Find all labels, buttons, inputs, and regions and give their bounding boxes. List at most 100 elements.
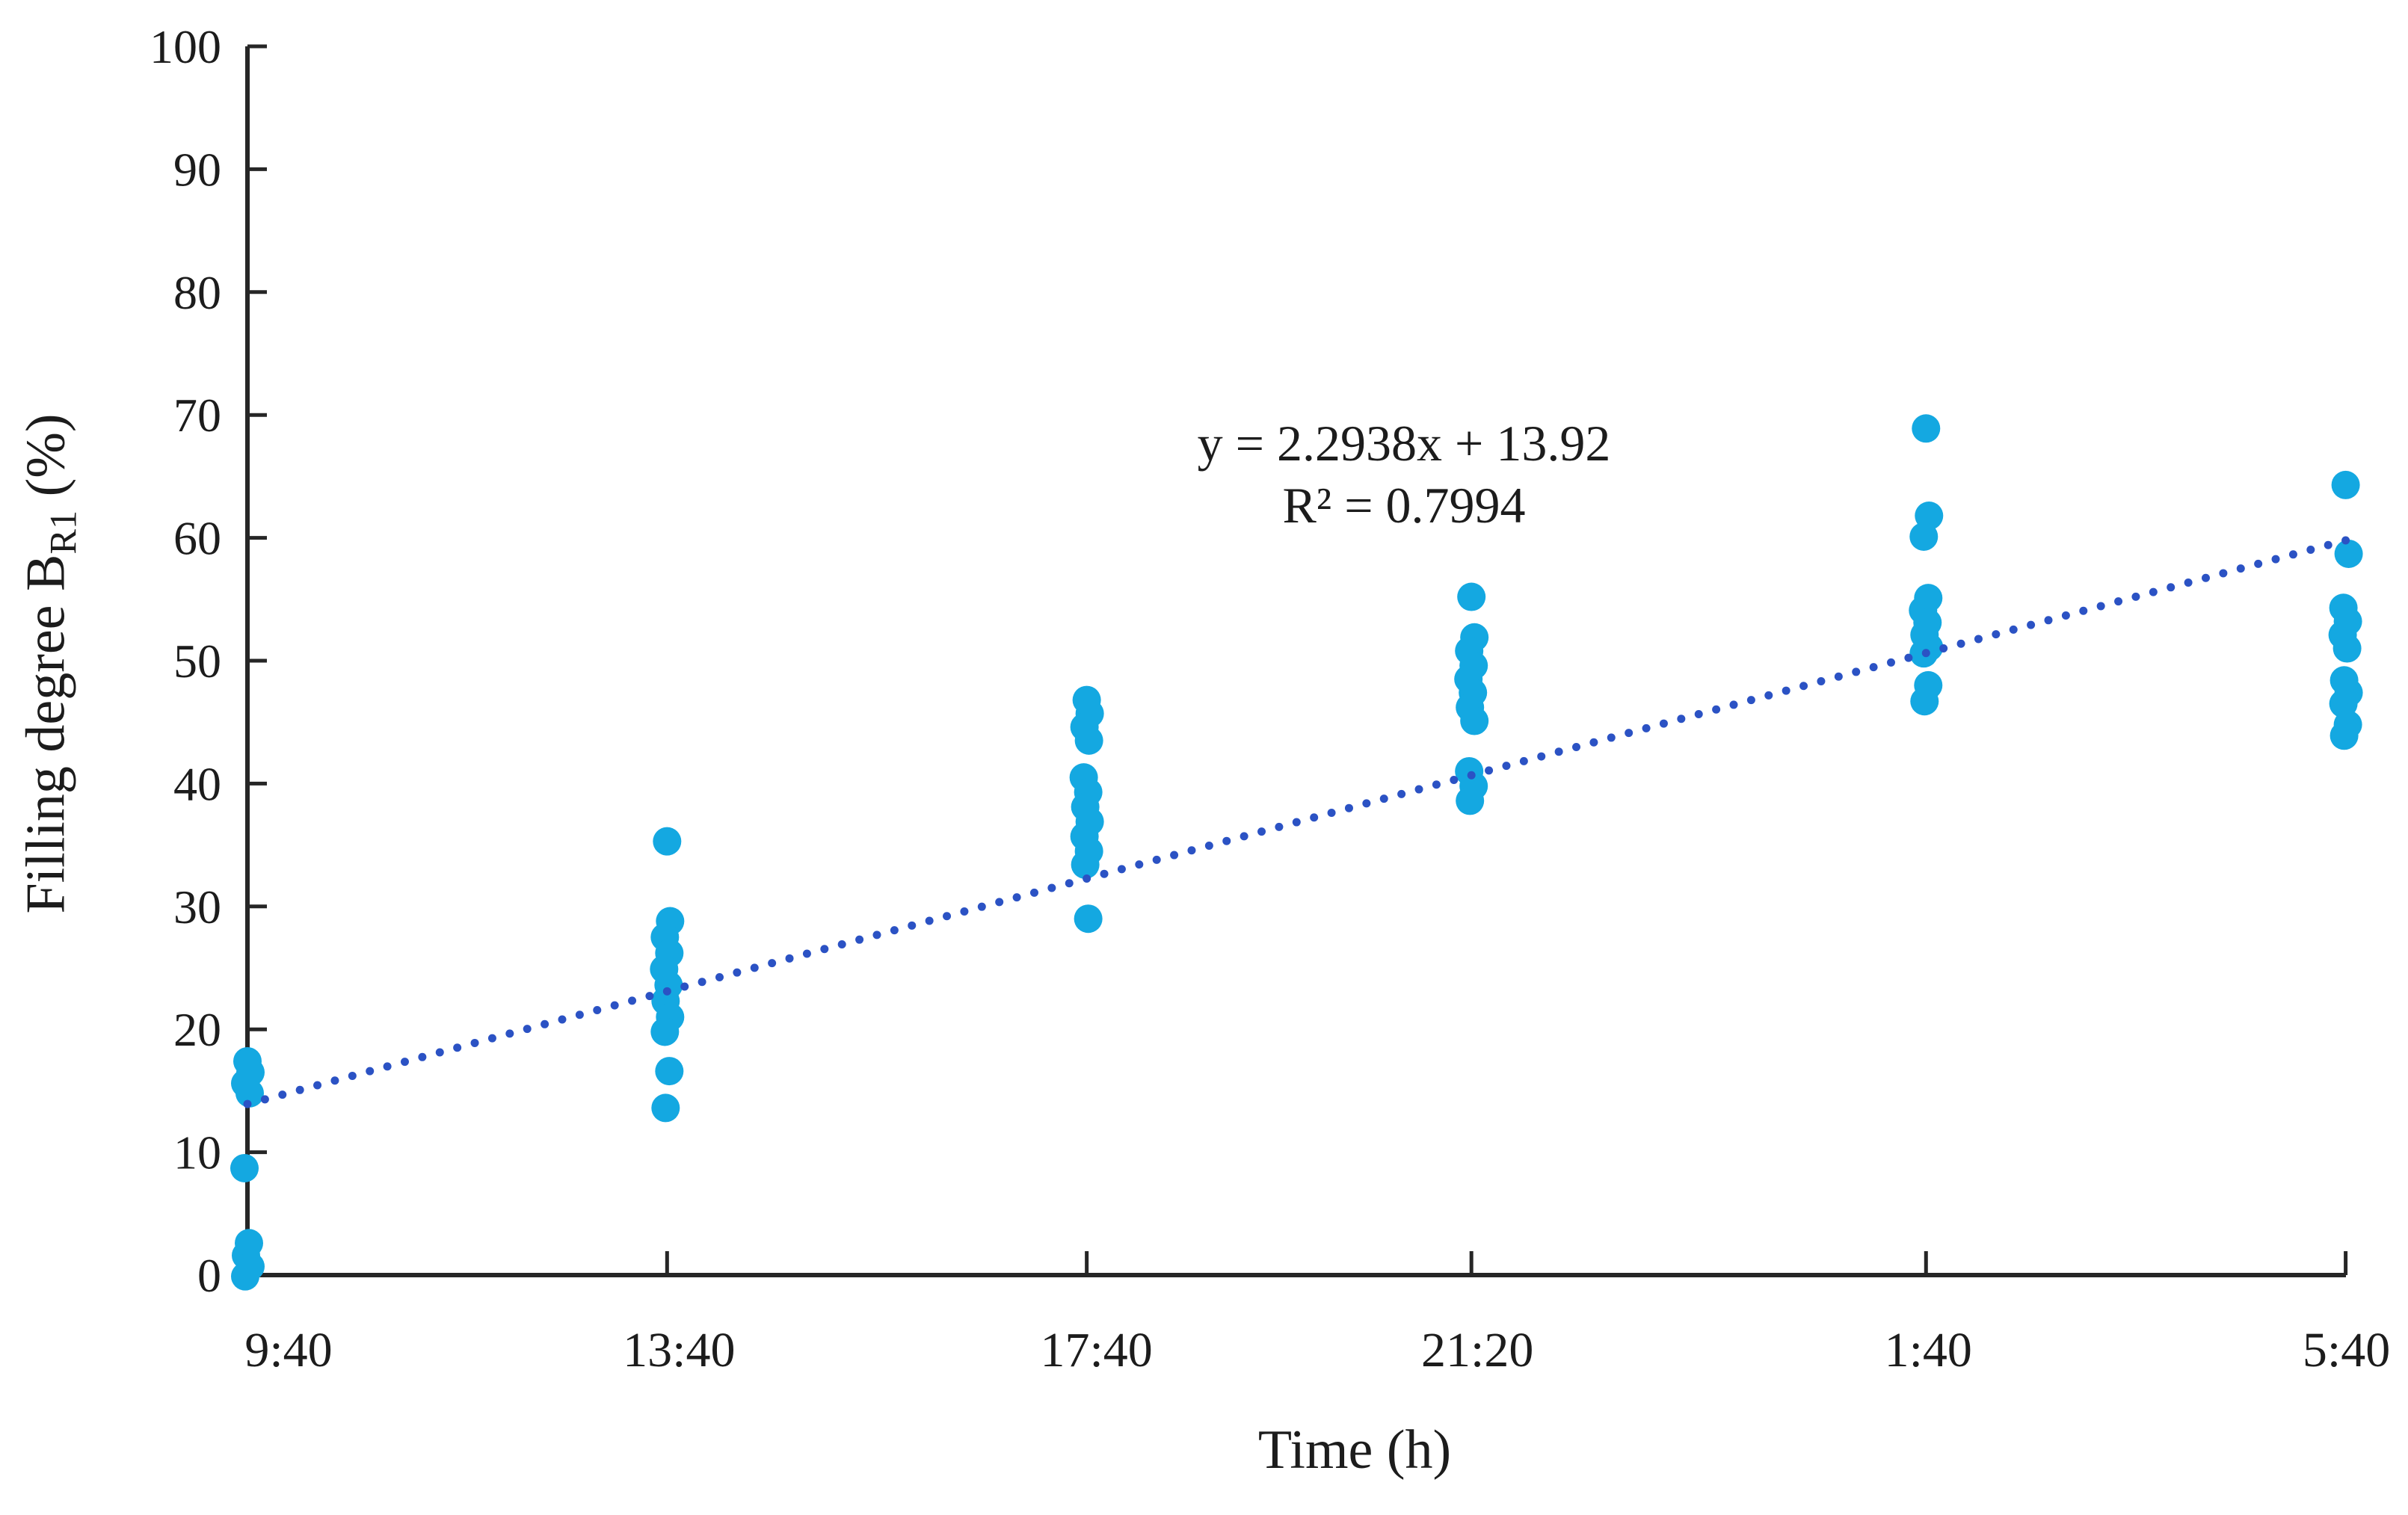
trendline-dot <box>645 992 654 1001</box>
trendline-dot <box>1135 860 1144 869</box>
trendline-dot <box>2254 559 2263 568</box>
trendline-dot <box>453 1043 462 1052</box>
trendline-dot <box>1397 789 1406 798</box>
x-tick-labels: 9:40 13:40 17:40 21:20 1:40 5:40 <box>244 1323 2390 1377</box>
scatter-points <box>230 414 2363 1291</box>
trendline-dot <box>977 902 986 911</box>
trendline-equation-annotation: y = 2.2938x + 13.92 R² = 0.7994 <box>1198 413 1611 537</box>
data-point <box>655 1057 684 1086</box>
trendline-dot <box>1939 644 1948 653</box>
trendline-dot <box>1292 818 1301 827</box>
trendline-dot <box>1921 649 1930 658</box>
data-point <box>651 1093 680 1123</box>
trendline-dot <box>2324 540 2332 549</box>
trendline-dot <box>1589 738 1598 747</box>
trendline-dot <box>2219 569 2228 578</box>
trendline-dot <box>1222 836 1231 845</box>
trendline-dot <box>2201 573 2210 582</box>
trendline-dot <box>400 1058 409 1067</box>
trendline-dot <box>313 1081 322 1090</box>
trendline-dot <box>1729 700 1738 709</box>
x-tick-label: 1:40 <box>1885 1323 1972 1377</box>
trendline-dot <box>418 1052 427 1061</box>
trendline-dot <box>628 996 637 1005</box>
trendline-dot <box>1047 883 1056 892</box>
trendline-dot <box>1625 729 1633 738</box>
y-tick-label: 20 <box>173 1003 221 1056</box>
trendline-dot <box>435 1048 444 1057</box>
trendline-dot <box>1170 851 1179 860</box>
y-tick-label: 40 <box>173 757 221 810</box>
trendline-dot <box>1467 771 1476 780</box>
trendline-dots <box>243 536 2350 1108</box>
trendline-dot <box>470 1038 479 1047</box>
data-point <box>1910 687 1939 716</box>
trendline-dot <box>1083 874 1091 883</box>
trendline-dot <box>1887 658 1896 667</box>
trendline-dot <box>995 898 1004 907</box>
trendline-dot <box>1344 803 1353 812</box>
trendline-dot <box>1275 822 1284 831</box>
trendline-dot <box>908 921 917 930</box>
trendline-dot <box>243 1099 252 1108</box>
trendline-dot <box>2236 564 2245 573</box>
y-tick-label: 90 <box>173 143 221 196</box>
y-axis-title: Filling degree BR1 (%) <box>15 413 84 913</box>
trendline-dot <box>1117 865 1126 874</box>
trendline-dot <box>295 1085 304 1094</box>
trendline-dot <box>505 1029 514 1038</box>
r-squared-line: R² = 0.7994 <box>1282 476 1526 534</box>
trendline-dot <box>1992 630 2001 639</box>
trendline-dot <box>541 1019 549 1028</box>
data-point <box>650 1017 680 1046</box>
trendline-dot <box>1834 672 1843 681</box>
trendline-dot <box>523 1025 532 1034</box>
y-axis-title-unit: (%) <box>15 413 77 510</box>
trendline-dot <box>855 935 864 944</box>
trendline-dot <box>1712 705 1721 714</box>
trendline-dot <box>1572 742 1581 751</box>
trendline-dot <box>1187 846 1196 855</box>
trendline-dot <box>348 1071 357 1080</box>
data-point <box>1460 706 1489 735</box>
trendline-dot <box>1257 827 1266 836</box>
trendline-dot <box>1519 756 1528 765</box>
trendline-dot <box>610 1001 619 1010</box>
data-point <box>1074 904 1103 934</box>
trendline-dot <box>802 949 811 958</box>
trendline-dot <box>2149 587 2158 596</box>
trendline-dot <box>872 931 881 939</box>
data-point <box>1071 850 1100 879</box>
data-point <box>235 1079 264 1108</box>
trendline-dot <box>2271 555 2280 564</box>
trendline-dot <box>1554 747 1563 756</box>
axes <box>245 46 2346 1277</box>
data-point <box>2332 634 2362 663</box>
trendline-dot <box>1677 715 1686 723</box>
trendline-dot <box>1502 762 1511 771</box>
equation-line: y = 2.2938x + 13.92 <box>1197 415 1611 472</box>
trendline-dot <box>925 916 934 925</box>
trendline-dot <box>890 926 899 935</box>
trendline-dot <box>1817 677 1826 686</box>
trendline-dot <box>1869 663 1878 672</box>
trendline-dot <box>593 1005 602 1014</box>
trendline-dot <box>2079 606 2088 615</box>
trendline-dot <box>1956 639 1965 648</box>
trendline-dot <box>2027 620 2036 629</box>
x-tick-label: 5:40 <box>2303 1323 2390 1377</box>
data-point <box>2331 470 2360 499</box>
trendline-dot <box>366 1067 375 1076</box>
trendline-dot <box>1362 799 1371 808</box>
data-point <box>1909 522 1939 551</box>
trendline-dot <box>1852 667 1861 676</box>
y-axis-title-subscript: R1 <box>42 510 84 555</box>
y-tick-label: 30 <box>173 880 221 934</box>
trendline-dot <box>330 1076 339 1085</box>
x-tick-label: 17:40 <box>1040 1323 1152 1377</box>
trendline-dot <box>1799 682 1808 691</box>
data-point <box>2334 539 2363 568</box>
x-tick-label: 9:40 <box>244 1323 332 1377</box>
tick-marks <box>247 44 2348 1277</box>
